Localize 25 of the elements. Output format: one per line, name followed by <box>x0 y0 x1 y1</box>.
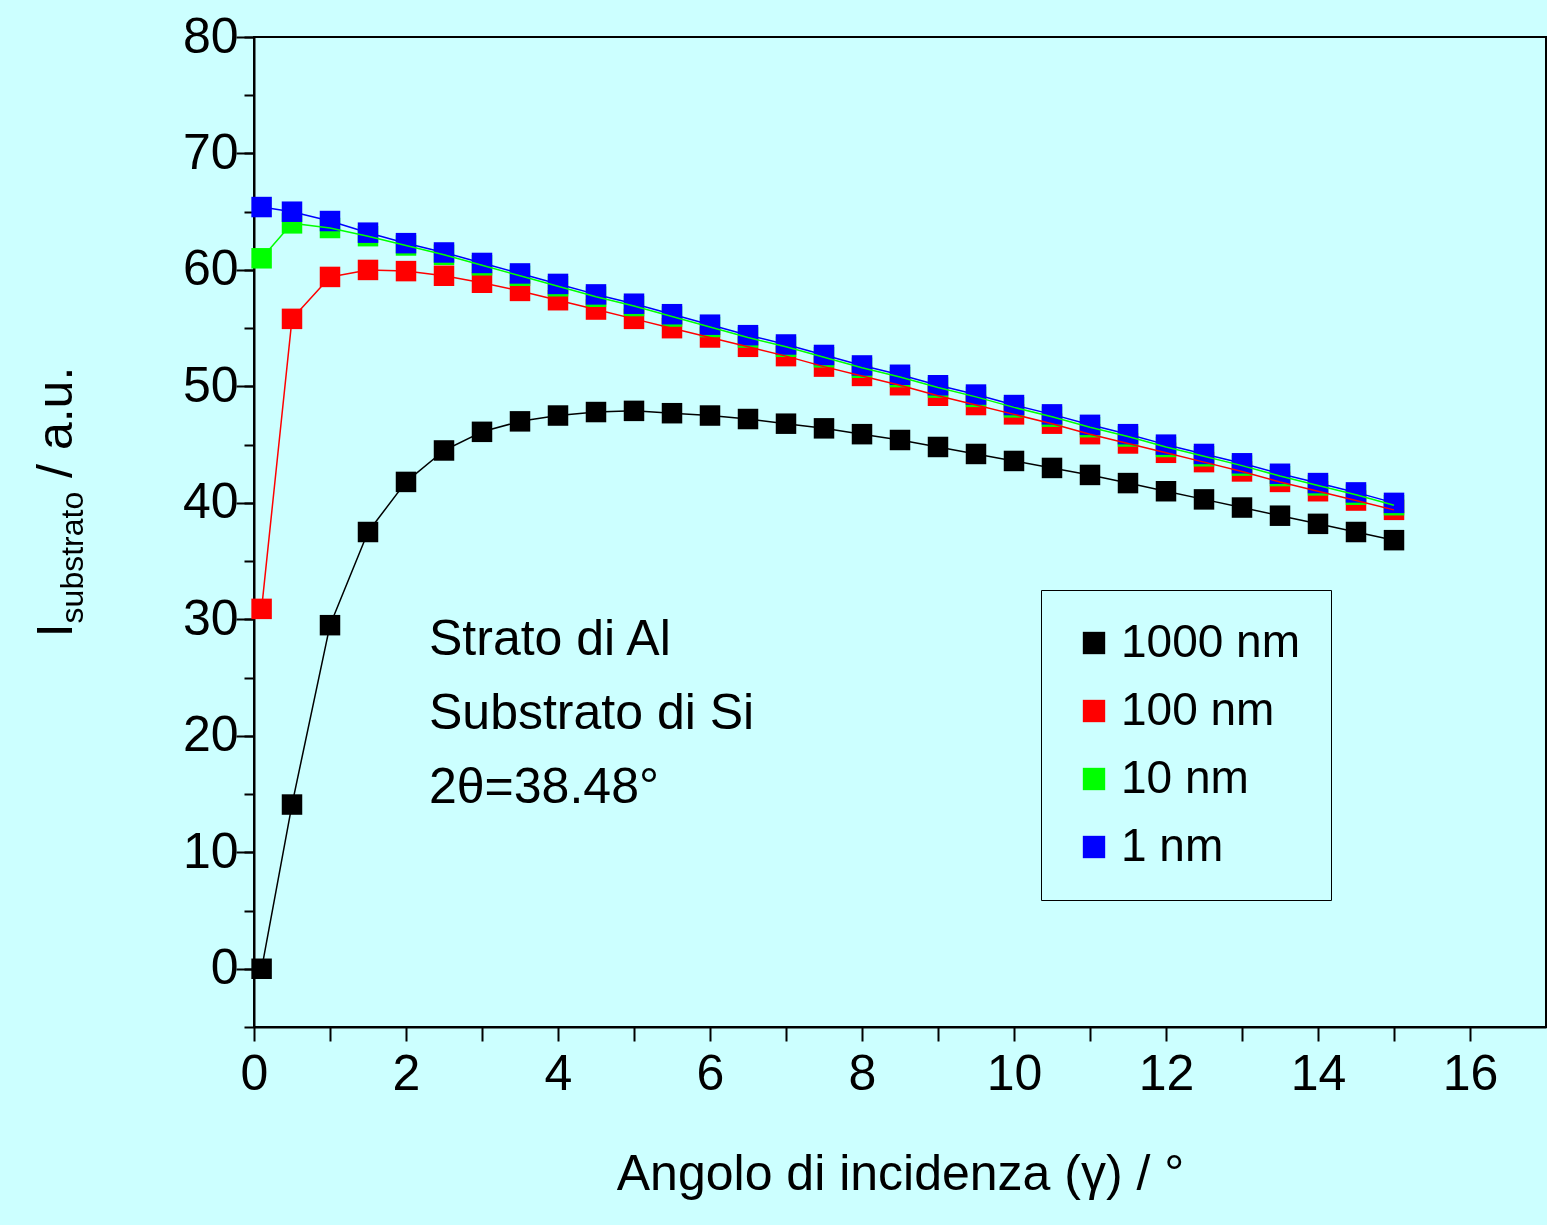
x-tick-label: 8 <box>848 1044 877 1101</box>
legend-label: 10 nm <box>1121 751 1249 803</box>
x-axis-title: Angolo di incidenza (γ) / ° <box>616 1144 1185 1201</box>
y-tick-label: 50 <box>182 356 239 413</box>
y-tick-label: 30 <box>182 589 239 646</box>
x-tick-label: 6 <box>696 1044 725 1101</box>
y-tick-label: 80 <box>182 7 239 64</box>
annotation: Substrato di Si <box>429 684 755 740</box>
y-tick-label: 10 <box>182 822 239 879</box>
x-tick-label: 16 <box>1442 1044 1499 1101</box>
y-tick-label: 40 <box>182 473 239 530</box>
y-tick-label: 60 <box>182 240 239 297</box>
x-tick-label: 4 <box>544 1044 573 1101</box>
y-tick-label: 70 <box>182 123 239 180</box>
x-tick-label: 14 <box>1290 1044 1347 1101</box>
x-tick-label: 2 <box>392 1044 421 1101</box>
x-tick-label: 12 <box>1138 1044 1195 1101</box>
y-tick-label: 20 <box>182 706 239 763</box>
legend-label: 100 nm <box>1121 683 1275 735</box>
legend-label: 1000 nm <box>1121 615 1301 667</box>
legend-label: 1 nm <box>1121 819 1224 871</box>
x-tick-label: 10 <box>986 1044 1043 1101</box>
y-tick-label: 0 <box>210 939 239 996</box>
annotation: Strato di Al <box>429 610 671 666</box>
annotation: 2θ=38.48° <box>429 758 659 814</box>
